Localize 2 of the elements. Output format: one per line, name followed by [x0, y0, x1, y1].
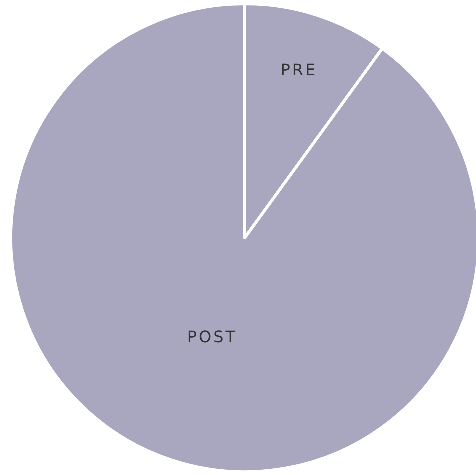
slice-label: POST: [187, 328, 238, 347]
slice-label: PRE: [280, 60, 318, 80]
